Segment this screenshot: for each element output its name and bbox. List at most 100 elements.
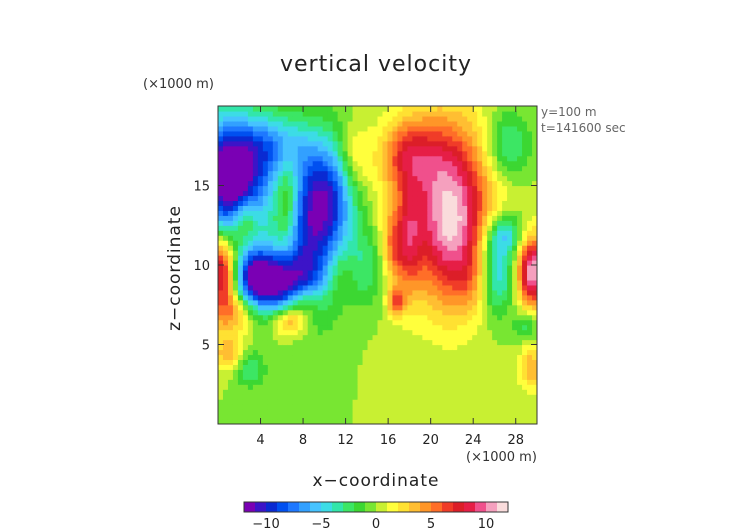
heatmap-cell — [462, 354, 468, 361]
heatmap-cell — [367, 130, 374, 137]
heatmap-cell — [297, 274, 304, 281]
heatmap-cell — [442, 314, 448, 321]
heatmap-cell — [322, 309, 329, 316]
heatmap-cell — [232, 125, 239, 132]
heatmap-cell — [302, 190, 309, 197]
heatmap-cell — [242, 404, 249, 410]
heatmap-cell — [362, 110, 369, 117]
heatmap-cell — [287, 289, 294, 296]
heatmap-cell — [287, 364, 294, 370]
heatmap-cell — [332, 130, 339, 137]
heatmap-cell — [337, 339, 344, 346]
heatmap-cell — [292, 240, 299, 246]
heatmap-cell — [342, 190, 349, 197]
heatmap-cell — [332, 314, 339, 321]
heatmap-cell — [302, 354, 309, 361]
heatmap-cell — [262, 106, 269, 112]
heatmap-cell — [387, 364, 394, 370]
heatmap-cell — [392, 344, 399, 351]
heatmap-cell — [362, 225, 369, 231]
heatmap-cell — [457, 274, 463, 281]
heatmap-cell — [452, 135, 458, 142]
heatmap-cell — [447, 274, 453, 281]
heatmap-cell — [497, 106, 503, 112]
heatmap-cell — [357, 200, 364, 206]
heatmap-cell — [517, 289, 523, 296]
heatmap-cell — [427, 324, 433, 331]
heatmap-cell — [332, 294, 339, 301]
heatmap-cell — [218, 230, 224, 236]
heatmap-cell — [497, 130, 503, 137]
heatmap-cell — [432, 354, 438, 361]
heatmap-cell — [467, 314, 473, 321]
heatmap-cell — [337, 274, 344, 281]
heatmap-cell — [272, 319, 279, 326]
heatmap-cell — [407, 195, 413, 202]
heatmap-cell — [222, 399, 229, 405]
heatmap-cell — [232, 145, 239, 152]
heatmap-cell — [377, 120, 384, 127]
heatmap-cell — [237, 389, 244, 395]
heatmap-cell — [287, 274, 294, 281]
heatmap-cell — [497, 354, 503, 361]
heatmap-cell — [467, 309, 473, 316]
heatmap-cell — [522, 240, 528, 246]
heatmap-cell — [327, 414, 334, 420]
heatmap-cell — [247, 299, 254, 306]
heatmap-cell — [277, 319, 284, 326]
heatmap-cell — [487, 150, 493, 157]
heatmap-cell — [387, 314, 394, 321]
heatmap-cell — [467, 369, 473, 375]
heatmap-cell — [362, 215, 369, 221]
heatmap-cell — [337, 349, 344, 356]
heatmap-cell — [417, 110, 423, 117]
heatmap-cell — [227, 304, 234, 311]
heatmap-cell — [327, 150, 334, 157]
heatmap-cell — [392, 324, 399, 331]
heatmap-cell — [322, 359, 329, 365]
heatmap-cell — [247, 274, 254, 281]
heatmap-cell — [242, 235, 249, 241]
heatmap-cell — [402, 225, 408, 231]
heatmap-cell — [277, 195, 284, 202]
heatmap-cell — [287, 240, 294, 246]
heatmap-cell — [437, 245, 443, 251]
heatmap-cell — [302, 205, 309, 211]
heatmap-cell — [332, 324, 339, 331]
heatmap-cell — [357, 175, 364, 182]
heatmap-cell — [457, 284, 463, 291]
heatmap-cell — [497, 255, 503, 261]
heatmap-cell — [507, 135, 513, 142]
heatmap-cell — [497, 220, 503, 226]
heatmap-cell — [462, 180, 468, 187]
heatmap-cell — [272, 284, 279, 291]
heatmap-cell — [517, 314, 523, 321]
heatmap-cell — [402, 205, 408, 211]
heatmap-cell — [287, 215, 294, 221]
heatmap-cell — [372, 279, 379, 286]
heatmap-cell — [337, 185, 344, 192]
heatmap-cell — [342, 279, 349, 286]
heatmap-cell — [277, 185, 284, 192]
heatmap-cell — [447, 205, 453, 211]
heatmap-cell — [262, 369, 269, 375]
heatmap-cell — [362, 245, 369, 251]
heatmap-cell — [462, 190, 468, 197]
heatmap-cell — [262, 175, 269, 182]
heatmap-cell — [267, 175, 274, 182]
heatmap-cell — [412, 230, 418, 236]
colorbar-swatch — [354, 502, 366, 512]
heatmap-cell — [527, 120, 533, 127]
heatmap-cell — [437, 339, 443, 346]
heatmap-cell — [302, 200, 309, 206]
heatmap-cell — [227, 344, 234, 351]
heatmap-cell — [517, 155, 523, 162]
heatmap-cell — [332, 155, 339, 162]
heatmap-cell — [257, 289, 264, 296]
heatmap-cell — [417, 235, 423, 241]
heatmap-cell — [287, 369, 294, 375]
heatmap-cell — [492, 344, 498, 351]
heatmap-cell — [437, 160, 443, 167]
heatmap-cell — [387, 165, 394, 172]
heatmap-cell — [457, 180, 463, 187]
